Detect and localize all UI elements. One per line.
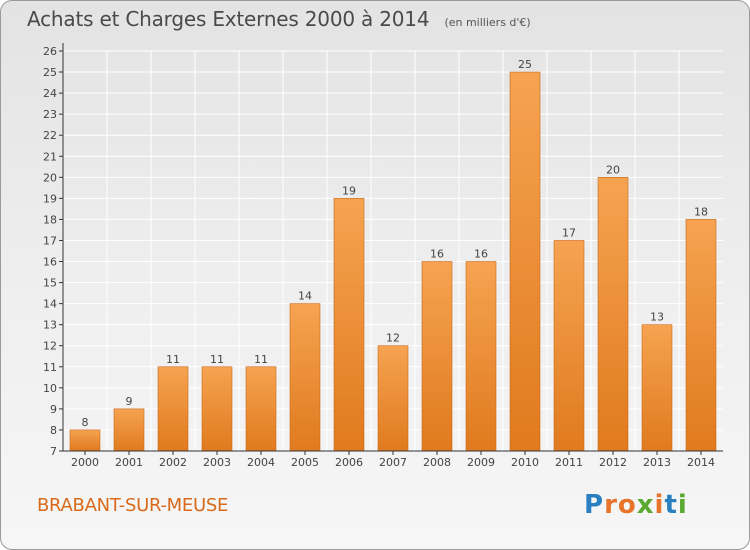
- y-tick-label: 24: [43, 87, 57, 100]
- bar-value-label: 18: [694, 205, 708, 218]
- x-tick-label: 2003: [203, 456, 231, 469]
- bar: [333, 198, 365, 452]
- x-tick-label: 2013: [643, 456, 671, 469]
- y-tick-label: 25: [43, 66, 57, 79]
- logo-letter: i: [654, 490, 665, 520]
- x-tick-label: 2007: [379, 456, 407, 469]
- chart-title: Achats et Charges Externes 2000 à 2014: [27, 7, 430, 31]
- x-tick-label: 2010: [511, 456, 539, 469]
- y-tick-label: 22: [43, 129, 57, 142]
- y-tick-label: 13: [43, 319, 57, 332]
- bar-value-label: 16: [430, 248, 444, 261]
- bar-value-label: 11: [210, 353, 224, 366]
- bar: [157, 366, 189, 452]
- bar: [509, 71, 541, 452]
- bar: [289, 303, 321, 452]
- bar: [201, 366, 233, 452]
- y-tick-label: 19: [43, 192, 57, 205]
- x-tick-label: 2002: [159, 456, 187, 469]
- x-tick-label: 2001: [115, 456, 143, 469]
- bar-value-label: 19: [342, 184, 356, 197]
- logo-letter: P: [584, 490, 605, 520]
- bar-value-label: 13: [650, 311, 664, 324]
- logo-letter: t: [664, 490, 678, 520]
- bar-value-label: 12: [386, 332, 400, 345]
- bar: [597, 177, 629, 452]
- x-tick-label: 2014: [687, 456, 715, 469]
- x-tick-label: 2011: [555, 456, 583, 469]
- x-tick-label: 2008: [423, 456, 451, 469]
- bars: 8 9 11 11 11 14 19 12 16 16 25 17 20 13 18: [69, 58, 717, 452]
- bar: [465, 261, 497, 452]
- y-tick-label: 12: [43, 340, 57, 353]
- logo-letter: r: [604, 490, 618, 520]
- y-tick-label: 21: [43, 150, 57, 163]
- x-tick-label: 2006: [335, 456, 363, 469]
- bar-value-label: 20: [606, 163, 620, 176]
- x-tick-label: 2012: [599, 456, 627, 469]
- title-block: Achats et Charges Externes 2000 à 2014 (…: [27, 7, 531, 31]
- x-tick-label: 2004: [247, 456, 275, 469]
- y-tick-label: 10: [43, 382, 57, 395]
- chart-subtitle: (en milliers d'€): [444, 16, 531, 29]
- bar-value-label: 14: [298, 290, 312, 303]
- bar-value-label: 8: [82, 416, 89, 429]
- y-tick-label: 11: [43, 361, 57, 374]
- bar: [685, 219, 717, 452]
- bar-value-label: 11: [166, 353, 180, 366]
- y-tick-label: 26: [43, 45, 57, 58]
- bar-value-label: 9: [126, 395, 133, 408]
- logo-letter: i: [677, 490, 688, 520]
- bar: [113, 408, 145, 452]
- bar: [641, 324, 673, 452]
- y-tick-label: 14: [43, 298, 57, 311]
- y-tick-label: 9: [50, 403, 57, 416]
- bar-value-label: 17: [562, 226, 576, 239]
- y-tick-label: 16: [43, 256, 57, 269]
- bar: [245, 366, 277, 452]
- x-tick-label: 2005: [291, 456, 319, 469]
- axes: 7 8 9 10 11 12 13 14 15 16 17 18 19 20 21 22 23 24 25 26 200…: [43, 43, 723, 469]
- logo-letter: x: [636, 490, 655, 520]
- bar: [377, 345, 409, 452]
- location-label: BRABANT-SUR-MEUSE: [37, 495, 229, 516]
- logo-letter: o: [617, 490, 637, 520]
- bar-value-label: 25: [518, 58, 532, 71]
- bar: [421, 261, 453, 452]
- y-tick-label: 8: [50, 424, 57, 437]
- bar-value-label: 16: [474, 248, 488, 261]
- bar-value-label: 11: [254, 353, 268, 366]
- y-tick-label: 7: [50, 445, 57, 458]
- proxiti-logo: Proxiti: [584, 490, 688, 520]
- x-tick-label: 2000: [71, 456, 99, 469]
- y-tick-label: 20: [43, 171, 57, 184]
- y-tick-label: 17: [43, 234, 57, 247]
- x-tick-label: 2009: [467, 456, 495, 469]
- y-tick-label: 18: [43, 213, 57, 226]
- y-tick-label: 15: [43, 277, 57, 290]
- bar: [69, 429, 101, 452]
- y-tick-label: 23: [43, 108, 57, 121]
- bar: [553, 240, 585, 452]
